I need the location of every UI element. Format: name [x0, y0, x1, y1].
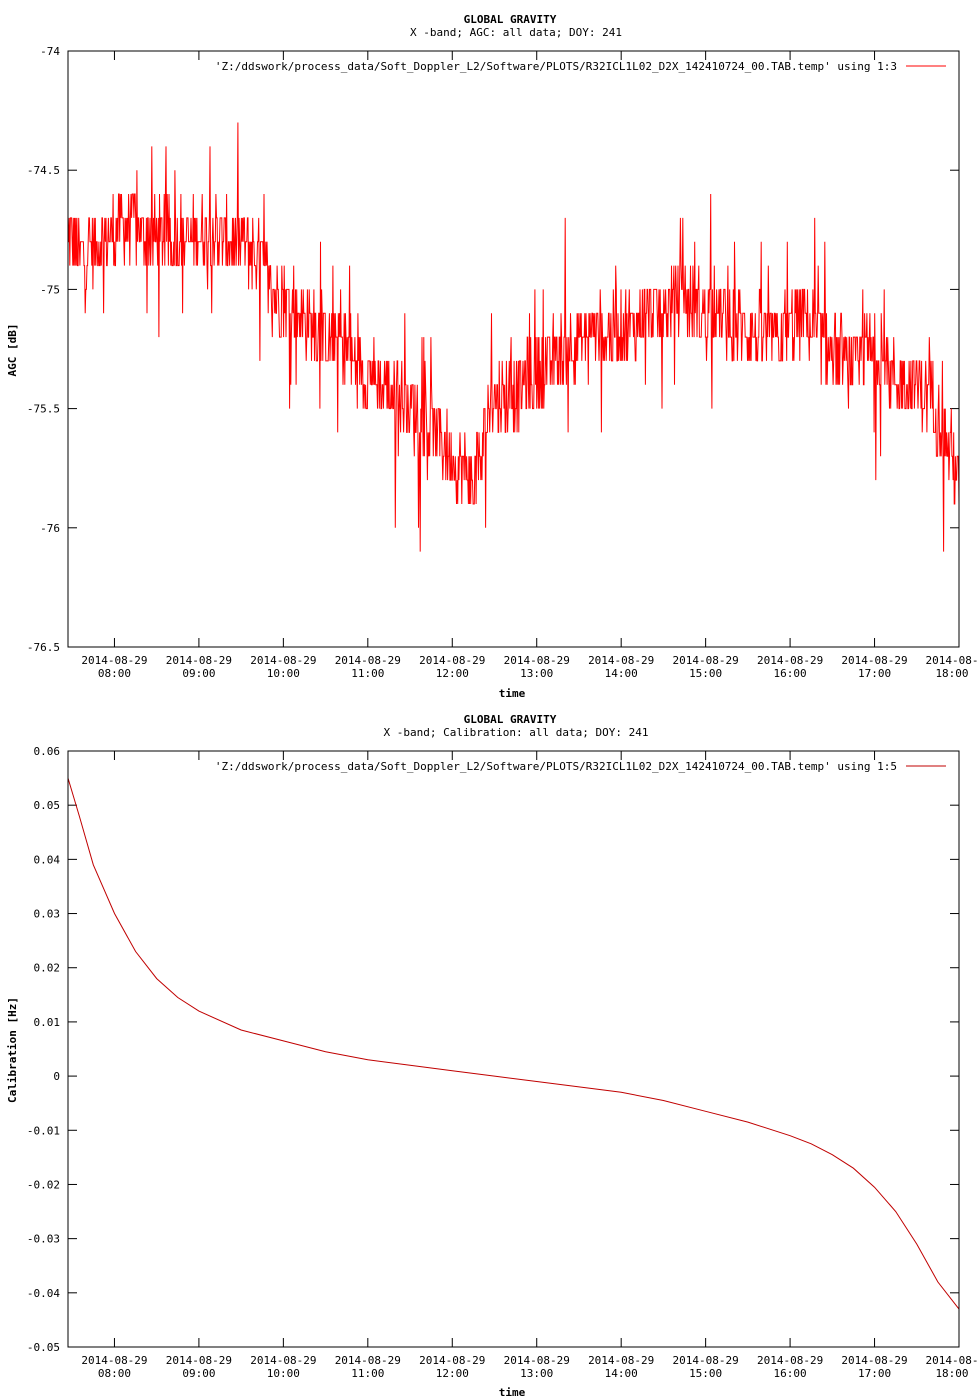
calibration-x-tick-date: 2014-08-29	[166, 1354, 232, 1367]
calibration-x-tick-time: 17:00	[858, 1367, 891, 1380]
agc-x-tick-time: 09:00	[182, 667, 215, 680]
calibration-x-axis-label: time	[499, 1386, 526, 1399]
agc-chart-title: GLOBAL GRAVITY	[464, 13, 557, 26]
calibration-x-tick-time: 13:00	[520, 1367, 553, 1380]
calibration-x-tick-time: 12:00	[436, 1367, 469, 1380]
agc-y-tick-label: -74	[40, 45, 60, 58]
calibration-chart-title: GLOBAL GRAVITY	[464, 713, 557, 726]
calibration-y-tick-label: 0	[53, 1070, 60, 1083]
agc-y-tick-label: -75.5	[27, 403, 60, 416]
agc-chart-subtitle: X -band; AGC: all data; DOY: 241	[410, 26, 622, 39]
agc-x-tick-time: 16:00	[774, 667, 807, 680]
calibration-x-tick-date: 2014-08-29	[757, 1354, 823, 1367]
agc-x-tick-date: 2014-08-29	[504, 654, 570, 667]
agc-y-tick-label: -76	[40, 522, 60, 535]
agc-x-tick-time: 12:00	[436, 667, 469, 680]
agc-y-tick-label: -74.5	[27, 164, 60, 177]
calibration-legend-label: 'Z:/ddswork/process_data/Soft_Doppler_L2…	[215, 760, 897, 773]
agc-x-tick-date: 2014-08-29	[81, 654, 147, 667]
calibration-x-tick-time: 14:00	[605, 1367, 638, 1380]
calibration-y-tick-label: 0.03	[34, 908, 61, 921]
agc-x-tick-date: 2014-08-29	[335, 654, 401, 667]
calibration-y-tick-label: -0.04	[27, 1287, 60, 1300]
calibration-x-tick-date: 2014-08-29	[841, 1354, 907, 1367]
agc-x-tick-time: 11:00	[351, 667, 384, 680]
agc-x-axis-label: time	[499, 687, 526, 700]
agc-x-tick-date: 2014-08-29	[841, 654, 907, 667]
calibration-x-tick-date: 2014-08-29	[673, 1354, 739, 1367]
calibration-y-tick-label: -0.05	[27, 1341, 60, 1354]
agc-plot-frame	[67, 50, 960, 648]
agc-x-tick-date: 2014-08-	[926, 654, 979, 667]
calibration-x-tick-date: 2014-08-29	[335, 1354, 401, 1367]
agc-x-tick-date: 2014-08-29	[419, 654, 485, 667]
calibration-chart-subtitle: X -band; Calibration: all data; DOY: 241	[384, 726, 649, 739]
agc-x-tick-time: 13:00	[520, 667, 553, 680]
calibration-x-tick-time: 08:00	[98, 1367, 131, 1380]
calibration-y-tick-label: -0.02	[27, 1178, 60, 1191]
agc-y-tick-label: -75	[40, 283, 60, 296]
agc-y-axis-label: AGC [dB]	[6, 324, 19, 377]
calibration-y-tick-label: 0.01	[34, 1016, 61, 1029]
agc-x-tick-time: 18:00	[935, 667, 968, 680]
calibration-x-tick-time: 11:00	[351, 1367, 384, 1380]
agc-series-group	[68, 122, 960, 552]
calibration-x-tick-date: 2014-08-	[926, 1354, 979, 1367]
calibration-x-tick-time: 18:00	[935, 1367, 968, 1380]
agc-x-tick-time: 08:00	[98, 667, 131, 680]
calibration-x-tick-date: 2014-08-29	[588, 1354, 654, 1367]
agc-x-tick-time: 14:00	[605, 667, 638, 680]
calibration-y-tick-label: -0.03	[27, 1233, 60, 1246]
agc-x-tick-time: 15:00	[689, 667, 722, 680]
agc-x-tick-time: 10:00	[267, 667, 300, 680]
calibration-series-group	[67, 777, 960, 1310]
agc-x-tick-date: 2014-08-29	[250, 654, 316, 667]
agc-y-tick-label: -76.5	[27, 641, 60, 654]
calibration-y-tick-label: 0.02	[34, 962, 61, 975]
calibration-y-axis-label: Calibration [Hz]	[6, 997, 19, 1103]
calibration-y-tick-label: -0.01	[27, 1124, 60, 1137]
agc-series-line	[68, 122, 960, 552]
calibration-x-tick-time: 10:00	[267, 1367, 300, 1380]
agc-chart: GLOBAL GRAVITY X -band; AGC: all data; D…	[6, 13, 978, 700]
calibration-x-tick-time: 16:00	[774, 1367, 807, 1380]
calibration-x-tick-time: 15:00	[689, 1367, 722, 1380]
calibration-y-tick-label: 0.05	[34, 799, 61, 812]
calibration-x-tick-date: 2014-08-29	[81, 1354, 147, 1367]
agc-x-tick-date: 2014-08-29	[588, 654, 654, 667]
calibration-series-line	[67, 777, 960, 1310]
agc-axis-ticks: -74-74.5-75-75.5-76-76.52014-08-2908:002…	[27, 45, 979, 680]
calibration-axis-ticks: 0.06 0.05 0.04 0.03 0.02 0.01 0 -0.01 -0.02 -0.03…	[27, 745, 979, 1380]
agc-x-tick-date: 2014-08-29	[673, 654, 739, 667]
agc-x-tick-time: 17:00	[858, 667, 891, 680]
calibration-x-tick-date: 2014-08-29	[250, 1354, 316, 1367]
agc-x-tick-date: 2014-08-29	[757, 654, 823, 667]
agc-x-tick-date: 2014-08-29	[166, 654, 232, 667]
calibration-y-tick-label: 0.04	[34, 853, 61, 866]
agc-legend-label: 'Z:/ddswork/process_data/Soft_Doppler_L2…	[215, 60, 897, 73]
calibration-chart: GLOBAL GRAVITY X -band; Calibration: all…	[6, 713, 978, 1399]
calibration-x-tick-date: 2014-08-29	[419, 1354, 485, 1367]
calibration-x-tick-time: 09:00	[182, 1367, 215, 1380]
calibration-x-tick-date: 2014-08-29	[504, 1354, 570, 1367]
calibration-plot-frame	[67, 750, 960, 1348]
calibration-y-tick-label: 0.06	[34, 745, 61, 758]
